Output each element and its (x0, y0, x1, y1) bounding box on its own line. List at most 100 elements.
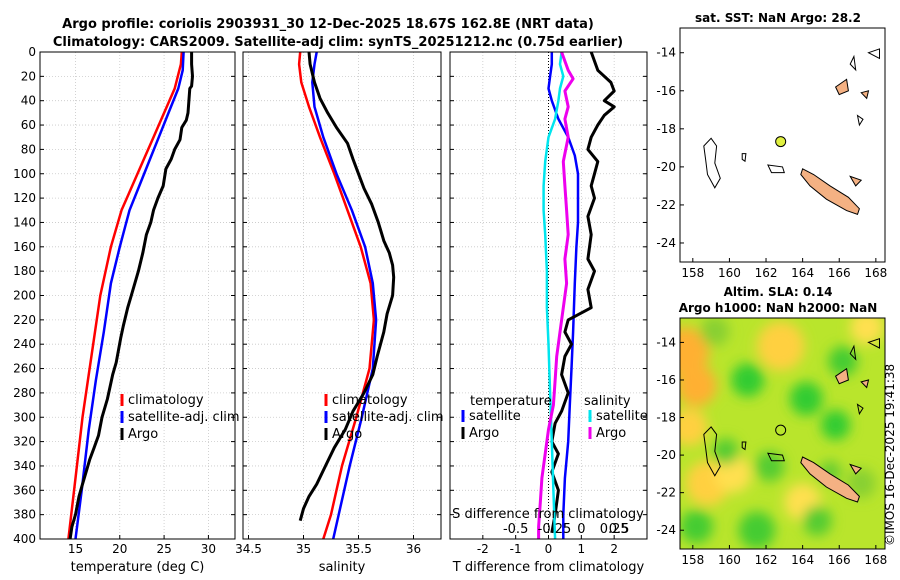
sla-blob (680, 408, 708, 446)
depth-tick-label: 360 (13, 483, 36, 497)
loyalty-islands (849, 175, 863, 187)
series-s-satellite (542, 51, 565, 540)
depth-tick-label: 120 (13, 191, 36, 205)
legend-label: satellite (596, 409, 648, 424)
sla-field (680, 318, 885, 549)
top-tick-label: -0.25 (538, 522, 572, 537)
depth-tick-label: 180 (13, 264, 36, 278)
x-tick-label: 35.5 (345, 542, 372, 556)
vanuatu-north (849, 344, 857, 361)
efate (856, 403, 864, 416)
map-y-tick-label: -16 (656, 373, 676, 387)
depth-tick-label: 80 (21, 142, 36, 156)
top-tick-label: 0.5 (609, 522, 630, 537)
x-tick-label: -2 (477, 542, 489, 556)
map-sst-title: sat. SST: NaN Argo: 28.2 (695, 11, 861, 25)
depth-tick-label: 200 (13, 289, 36, 303)
depth-tick-label: 160 (13, 240, 36, 254)
map-y-tick-label: -24 (656, 523, 676, 537)
map-sla-title-1: Altim. SLA: 0.14 (724, 285, 833, 299)
x-tick-label: -1 (510, 542, 522, 556)
x-tick-label: 20 (112, 542, 127, 556)
map-y-tick-label: -14 (656, 335, 676, 349)
depth-tick-label: 0 (28, 45, 36, 59)
x-tick-label: 34.5 (235, 542, 262, 556)
depth-tick-label: 300 (13, 410, 36, 424)
legend-label: Argo (332, 427, 362, 442)
banks-islands (867, 338, 880, 349)
espiritu-santo (834, 78, 849, 96)
series-argo (298, 51, 396, 522)
new-caledonia (800, 456, 860, 503)
efate (856, 114, 864, 127)
sla-blob (738, 511, 776, 549)
top-tick-label: -0.5 (503, 522, 528, 537)
map-sla: 158 160 162 164 166 168 -14 -16 -18 -20 -22 -24 (656, 317, 887, 567)
malakula (860, 379, 870, 389)
reef-a (741, 441, 747, 451)
sla-blob (820, 410, 851, 441)
map-x-tick-label: 168 (864, 553, 887, 567)
map-x-tick-label: 168 (864, 266, 887, 280)
x-tick-label: 15 (68, 542, 83, 556)
map-y-tick-label: -20 (656, 448, 676, 462)
map-y-tick-label: -22 (656, 486, 676, 500)
map-y-tick-label: -18 (656, 122, 676, 136)
field-blobs (680, 318, 884, 549)
loyalty-islands (849, 463, 863, 475)
map-sst: 158 160 162 164 166 168 -14 -16 -18 -20 -22 -24 (656, 27, 887, 280)
x-tick-label: 0 (545, 542, 553, 556)
sla-blob (680, 509, 713, 544)
x-tick-label: 1 (578, 542, 586, 556)
legend-label: climatology (128, 393, 204, 408)
espiritu-santo (834, 367, 849, 385)
depth-tick-label: 20 (21, 69, 36, 83)
sla-blob (700, 318, 730, 347)
x-tick-label: 30 (201, 542, 216, 556)
map-x-tick-label: 164 (791, 266, 814, 280)
map-x-tick-label: 164 (791, 553, 814, 567)
map-x-tick-label: 158 (681, 553, 704, 567)
series-satellite-adj-clim (74, 51, 185, 540)
series-t-argo (550, 51, 616, 534)
legend-label: satellite (469, 409, 521, 424)
depth-tick-label: 320 (13, 435, 36, 449)
chesterfield-reef (703, 426, 721, 477)
map-y-tick-label: -24 (656, 236, 676, 250)
top-tick-label: 0 (577, 522, 585, 537)
series-climatology (297, 51, 376, 540)
depth-tick-label: 100 (13, 167, 36, 181)
plot-frame (242, 51, 442, 540)
x-axis-label: T difference from climatology (452, 560, 645, 575)
reef-b (767, 164, 785, 174)
title-line-1: Argo profile: coriolis 2903931_30 12-Dec… (62, 17, 594, 32)
sla-blob (680, 327, 710, 377)
top-axis-label: S difference from climatology (452, 507, 644, 522)
depth-tick-label: 220 (13, 313, 36, 327)
x-tick-label: 25 (156, 542, 171, 556)
legend-label: Argo (469, 426, 499, 441)
legend-label: Argo (128, 427, 158, 442)
map-sla-title-2: Argo h1000: NaN h2000: NaN (679, 301, 878, 315)
series-t-satellite (547, 52, 580, 539)
x-tick-label: 36 (406, 542, 421, 556)
chesterfield-reef (703, 137, 721, 189)
series-satellite-adj-clim (311, 51, 378, 540)
plot-frame (449, 51, 648, 540)
reef-a (741, 153, 747, 163)
series-s-argo (537, 51, 575, 539)
map-frame (679, 27, 886, 263)
map-x-tick-label: 158 (681, 266, 704, 280)
map-y-tick-label: -20 (656, 160, 676, 174)
sla-blob (755, 451, 785, 482)
plot-frame (39, 51, 236, 540)
sla-blob (789, 381, 823, 416)
x-axis-label: temperature (deg C) (71, 560, 205, 575)
sla-blob (731, 363, 765, 397)
series-argo (68, 52, 194, 540)
map-x-tick-label: 166 (828, 553, 851, 567)
depth-tick-label: 380 (13, 508, 36, 522)
top-tick-label: 0.25 (600, 522, 629, 537)
depth-tick-label: 340 (13, 459, 36, 473)
map-x-tick-label: 162 (755, 266, 778, 280)
